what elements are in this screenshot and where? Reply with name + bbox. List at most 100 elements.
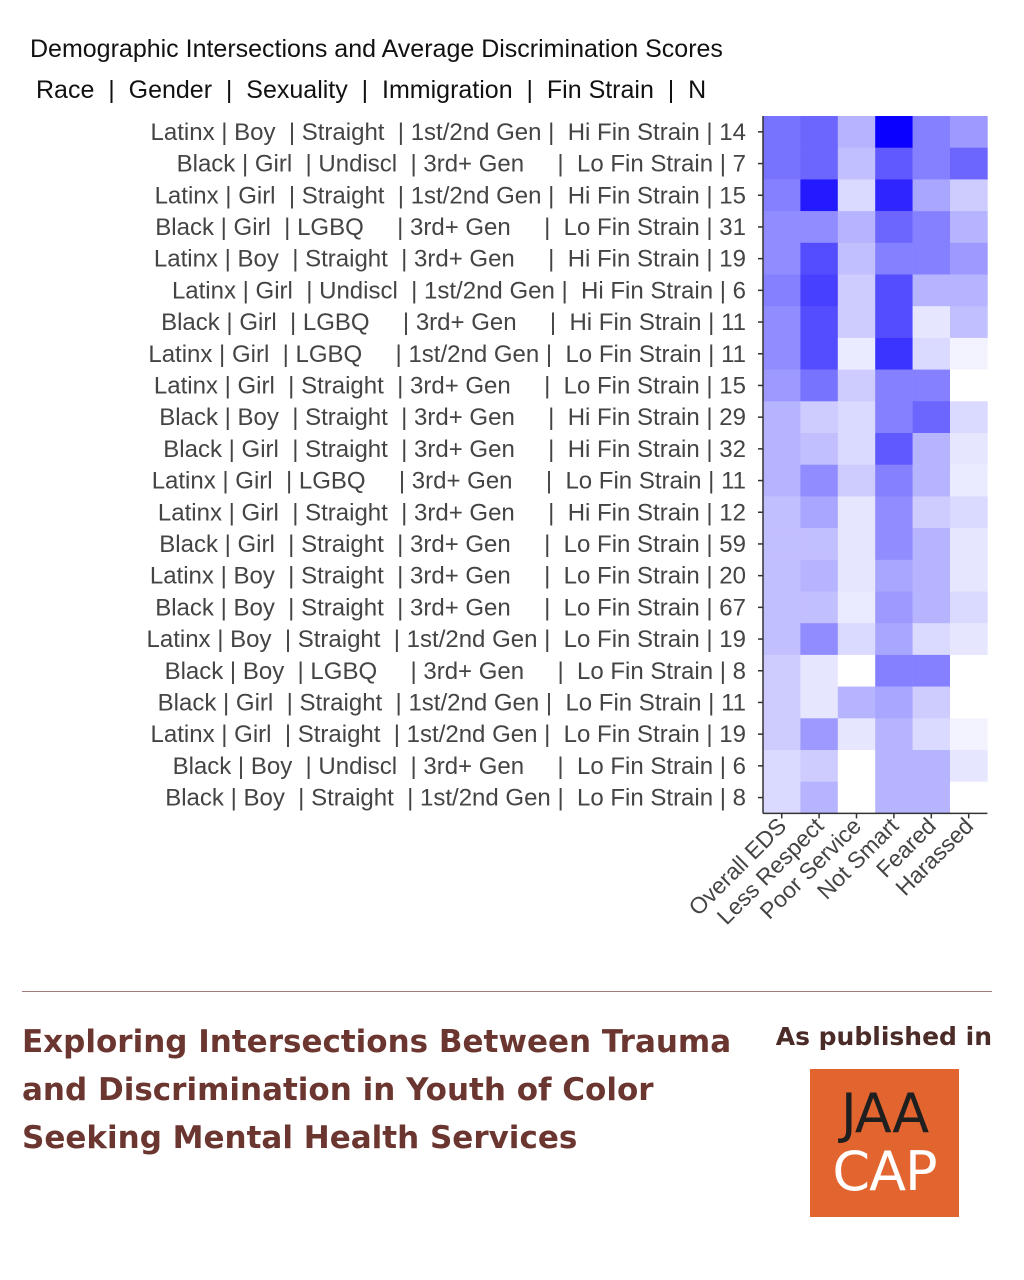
row-label: Black | Boy | Straight | 3rd+ Gen | Lo F… <box>155 594 746 621</box>
heatmap-cell <box>950 369 988 402</box>
heatmap-chart: Demographic Intersections and Average Di… <box>30 35 988 929</box>
heatmap-cell <box>800 306 839 339</box>
row-label: Latinx | Girl | Straight | 1st/2nd Gen |… <box>155 182 746 209</box>
heatmap-cell <box>875 781 913 814</box>
heatmap-cell <box>837 718 876 751</box>
heatmap-cell <box>912 147 951 180</box>
heatmap-cell <box>912 179 951 212</box>
row-labels: Latinx | Boy | Straight | 1st/2nd Gen | … <box>147 119 746 812</box>
heatmap-cell <box>763 654 801 687</box>
heatmap-cell <box>837 559 876 592</box>
heatmap-cell <box>763 116 801 148</box>
heatmap-cell <box>875 623 913 656</box>
row-label: Black | Boy | Undiscl | 3rd+ Gen | Lo Fi… <box>173 753 746 780</box>
heatmap-cell <box>950 274 988 307</box>
heatmap-cell <box>800 369 839 402</box>
heatmap-cell <box>912 306 951 339</box>
heatmap-cell <box>763 623 801 656</box>
heatmap-cell <box>912 623 951 656</box>
heatmap-cell <box>763 433 801 465</box>
heatmap-cell <box>912 337 951 370</box>
heatmap-cell <box>837 496 876 529</box>
heatmap-cell <box>875 496 913 529</box>
heatmap-cell <box>875 750 913 782</box>
heatmap-cell <box>763 718 801 751</box>
heatmap-cell <box>950 179 988 212</box>
heatmap-cell <box>837 591 876 624</box>
heatmap-cell <box>800 464 839 497</box>
heatmap-cell <box>837 433 876 465</box>
heatmap-cell <box>950 147 988 180</box>
heatmap-cell <box>950 433 988 465</box>
heatmap-cell <box>950 591 988 624</box>
heatmap-cell <box>837 306 876 339</box>
heatmap-cell <box>950 116 988 148</box>
heatmap-cell <box>912 369 951 402</box>
heatmap-cell <box>763 274 801 307</box>
heatmap-cell <box>912 654 951 687</box>
jaacap-logo[interactable]: JAA CAP <box>810 1069 959 1217</box>
heatmap-cell <box>950 559 988 592</box>
published-in-label: As published in <box>775 1022 992 1051</box>
heatmap-cell <box>875 559 913 592</box>
heatmap-cell <box>800 242 839 275</box>
row-label: Latinx | Girl | LGBQ | 1st/2nd Gen | Lo … <box>148 341 746 368</box>
heatmap-cell <box>912 433 951 465</box>
paper-title: Exploring Intersections Between Trauma a… <box>22 1024 732 1156</box>
footer-divider <box>22 991 992 992</box>
heatmap-cell <box>800 401 839 434</box>
heatmap-cell <box>800 211 839 244</box>
heatmap-cell <box>800 337 839 370</box>
heatmap-cell <box>875 369 913 402</box>
heatmap-cell <box>837 654 876 687</box>
heatmap-cell <box>800 559 839 592</box>
heatmap-cell <box>837 274 876 307</box>
chart-subtitle: Race | Gender | Sexuality | Immigration … <box>36 76 706 104</box>
heatmap-cell <box>950 718 988 751</box>
heatmap-cell <box>875 401 913 434</box>
heatmap-cell <box>837 337 876 370</box>
heatmap-cell <box>912 528 951 561</box>
heatmap-cell <box>875 433 913 465</box>
heatmap-cell <box>875 337 913 370</box>
heatmap-cell <box>950 623 988 656</box>
heatmap-cell <box>912 116 951 148</box>
heatmap-cell <box>875 274 913 307</box>
heatmap-cell <box>912 750 951 782</box>
heatmap-cell <box>800 147 839 180</box>
row-label: Black | Girl | Straight | 3rd+ Gen | Lo … <box>159 531 746 558</box>
heatmap-cell <box>800 179 839 212</box>
row-label: Latinx | Boy | Straight | 3rd+ Gen | Lo … <box>150 563 746 590</box>
heatmap-cell <box>875 718 913 751</box>
row-label: Black | Boy | Straight | 3rd+ Gen | Hi F… <box>159 404 746 431</box>
heatmap-cell <box>912 591 951 624</box>
heatmap-cell <box>837 179 876 212</box>
heatmap-cell <box>837 116 876 148</box>
heatmap-cell <box>875 686 913 719</box>
heatmap-cell <box>950 464 988 497</box>
heatmap-cell <box>837 147 876 180</box>
heatmap-cell <box>837 369 876 402</box>
heatmap-cell <box>875 306 913 339</box>
logo-line-2: CAP <box>832 1140 937 1203</box>
heatmap-cell <box>800 654 839 687</box>
heatmap-cell <box>950 242 988 275</box>
heatmap-cell <box>763 496 801 529</box>
heatmap-cell <box>800 433 839 465</box>
heatmap-cell <box>950 654 988 687</box>
heatmap-cell <box>800 718 839 751</box>
heatmap-cell <box>912 401 951 434</box>
heatmap-cell <box>763 401 801 434</box>
row-label: Black | Girl | Straight | 3rd+ Gen | Hi … <box>163 436 746 463</box>
heatmap-cells <box>763 116 988 814</box>
heatmap-cell <box>875 116 913 148</box>
heatmap-cell <box>950 781 988 814</box>
heatmap-cell <box>800 686 839 719</box>
heatmap-cell <box>763 242 801 275</box>
row-label: Latinx | Girl | Straight | 3rd+ Gen | Lo… <box>154 372 746 399</box>
heatmap-cell <box>912 718 951 751</box>
heatmap-cell <box>912 686 951 719</box>
heatmap-cell <box>912 274 951 307</box>
heatmap-cell <box>837 750 876 782</box>
heatmap-cell <box>837 623 876 656</box>
